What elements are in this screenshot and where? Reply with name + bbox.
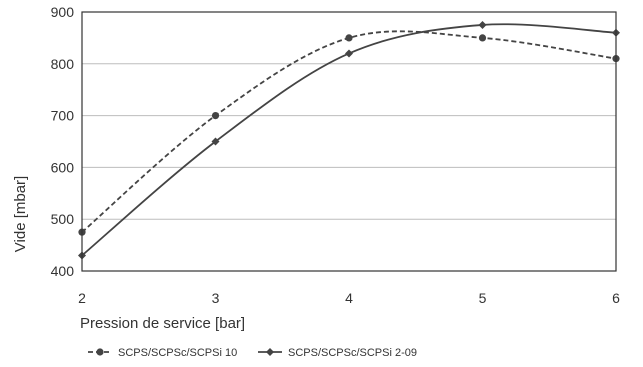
y-tick-label: 700 — [51, 108, 75, 124]
x-tick-label: 2 — [78, 290, 86, 306]
x-tick-label: 5 — [479, 290, 487, 306]
data-point — [211, 112, 220, 120]
legend-swatch-marker — [96, 348, 104, 356]
y-tick-label: 500 — [51, 211, 75, 227]
y-tick-label: 600 — [51, 159, 75, 175]
x-tick-label: 4 — [345, 290, 353, 306]
y-tick-label: 900 — [51, 4, 75, 20]
y-tick-label: 800 — [51, 56, 75, 72]
data-point — [478, 34, 487, 42]
series-layer — [78, 20, 620, 260]
x-tick-labels: 2 3 4 5 6 — [78, 290, 620, 306]
legend-label: SCPS/SCPSc/SCPSi 2-09 — [288, 347, 417, 359]
x-axis-label: Pression de service [bar] — [80, 315, 245, 332]
series-line — [81, 23, 617, 257]
series-1 — [78, 30, 620, 236]
legend-swatch-marker — [266, 348, 274, 356]
legend-label: SCPS/SCPSc/SCPSi 10 — [118, 347, 237, 359]
y-tick-labels: 400 500 600 700 800 900 — [51, 4, 75, 279]
legend-item: SCPS/SCPSc/SCPSi 2-09 — [258, 347, 417, 359]
data-point — [211, 137, 220, 146]
x-tick-label: 3 — [212, 290, 220, 306]
plot-area-frame — [81, 11, 617, 272]
x-tick-label: 6 — [612, 290, 620, 306]
data-point — [345, 34, 353, 42]
y-tick-label: 400 — [51, 263, 75, 279]
y-axis-label: Vide [mbar] — [12, 176, 29, 252]
data-point — [345, 49, 353, 58]
series-line — [81, 30, 617, 233]
legend-item: SCPS/SCPSc/SCPSi 10 — [88, 347, 237, 359]
data-point — [478, 20, 487, 29]
legend: SCPS/SCPSc/SCPSi 10 SCPS/SCPSc/SCPSi 2-09 — [88, 347, 417, 359]
series-2 — [78, 20, 620, 260]
